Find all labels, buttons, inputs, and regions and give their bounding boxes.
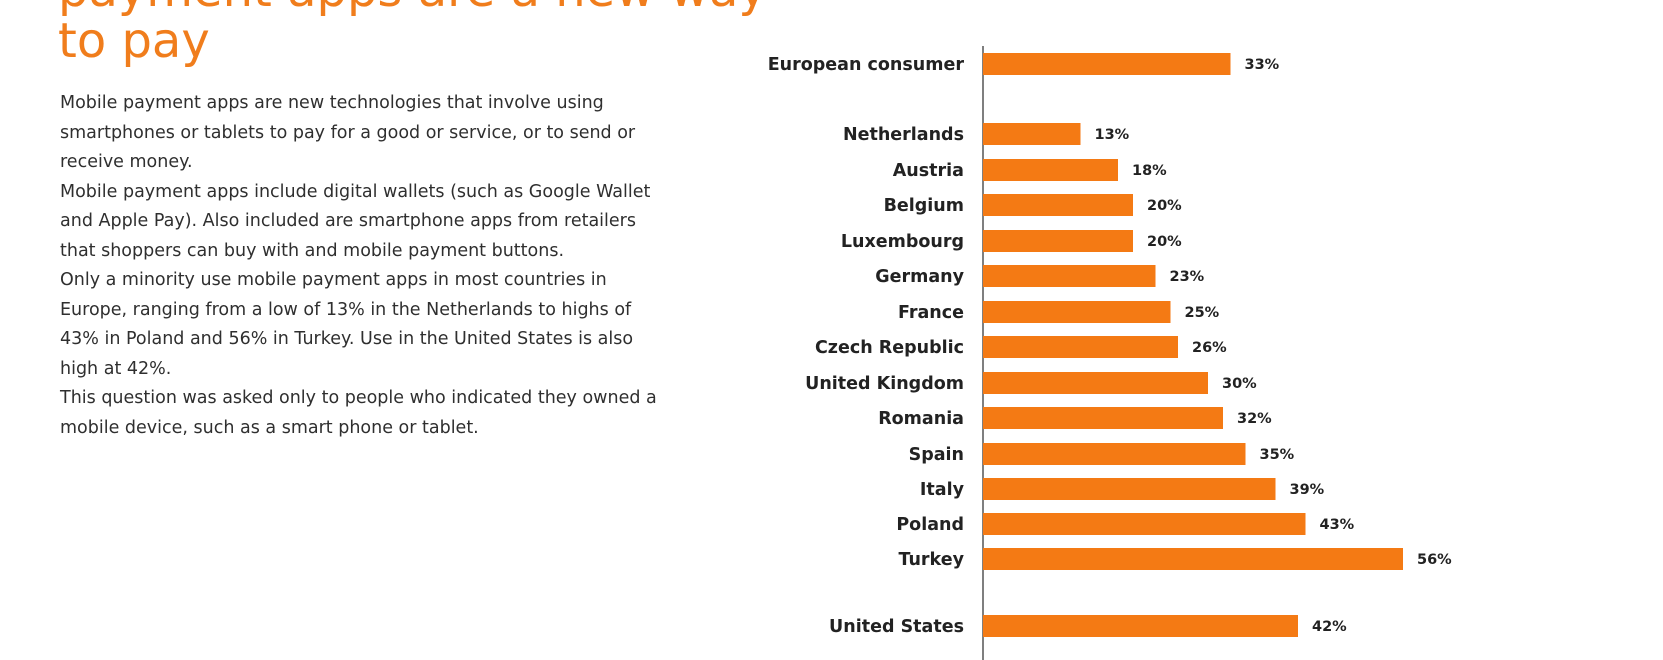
bar-spain [983,443,1246,465]
bar-czech-republic [983,336,1178,358]
bar-united-states [983,615,1298,637]
value-label: 56% [1417,552,1452,568]
value-label: 42% [1312,619,1347,635]
value-label: 20% [1147,198,1182,214]
category-label: European consumer [768,55,965,75]
bar-netherlands [983,123,1081,145]
category-label: Turkey [898,550,964,570]
category-label: Spain [909,445,964,465]
bar-belgium [983,194,1133,216]
category-label: Poland [896,515,964,535]
value-label: 20% [1147,234,1182,250]
page-headline: to pay [58,13,210,69]
value-label: 43% [1320,517,1355,533]
bar-luxembourg [983,230,1133,252]
page-headline-top: payment apps are a new way [58,0,767,14]
bar-germany [983,265,1156,287]
value-label: 23% [1170,269,1205,285]
body-text: Mobile payment apps are new technologies… [60,89,670,443]
value-label: 33% [1245,57,1280,73]
category-label: Romania [878,409,964,429]
bar-austria [983,159,1118,181]
bar-france [983,301,1171,323]
category-label: France [898,303,964,323]
category-label: United States [829,617,964,637]
body-paragraph-definition: Mobile payment apps are new technologies… [60,93,636,172]
value-label: 25% [1185,305,1220,321]
category-label: United Kingdom [805,374,964,394]
body-paragraph-findings: Only a minority use mobile payment apps … [60,270,634,379]
category-label: Belgium [884,196,964,216]
value-label: 35% [1260,447,1295,463]
category-label: Czech Republic [815,338,964,358]
category-label: Germany [875,267,964,287]
body-paragraph-note: This question was asked only to people w… [60,388,657,438]
bar-european-consumer [983,53,1231,75]
value-label: 39% [1290,482,1325,498]
value-label: 13% [1095,127,1130,143]
category-label: Austria [893,161,964,181]
bar-romania [983,407,1223,429]
category-label: Italy [920,480,965,500]
body-paragraph-examples: Mobile payment apps include digital wall… [60,181,651,261]
bar-poland [983,513,1306,535]
category-label: Netherlands [843,125,964,145]
value-label: 18% [1132,163,1167,179]
bar-italy [983,478,1276,500]
bar-turkey [983,548,1403,570]
value-label: 32% [1237,411,1272,427]
value-label: 30% [1222,376,1257,392]
bar-united-kingdom [983,372,1208,394]
value-label: 26% [1192,340,1227,356]
category-label: Luxembourg [841,232,964,252]
